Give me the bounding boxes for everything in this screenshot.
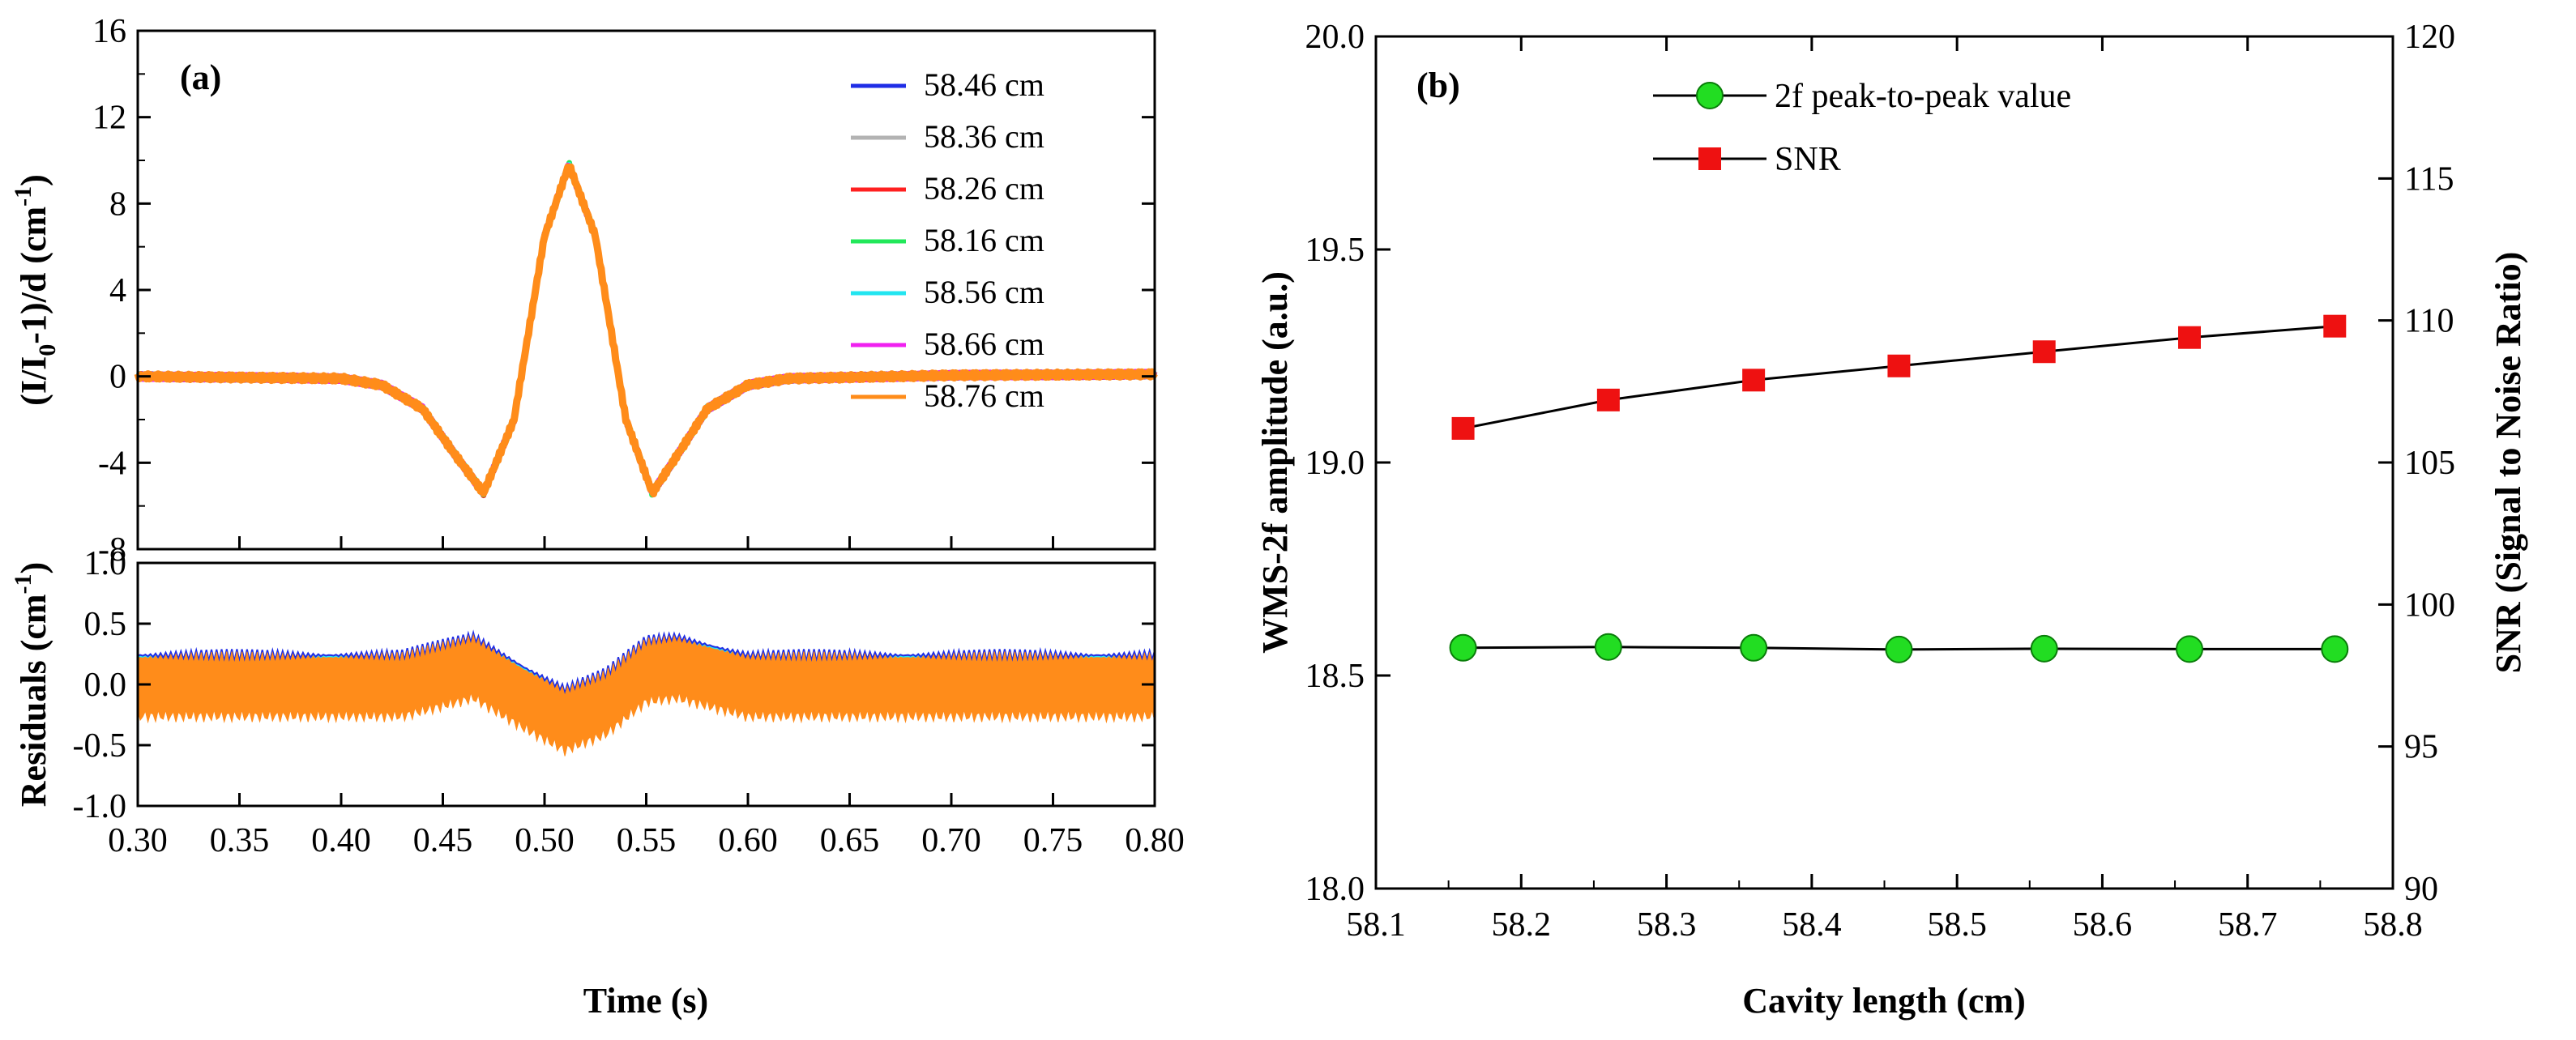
panel-a-label: (a) bbox=[180, 58, 221, 97]
panel-b: 58.1 58.2 58.3 58.4 58.5 58.6 58.7 58.8 18.018.… bbox=[1255, 19, 2528, 1021]
panel-b-yticks: 18.0 18.5 19.0 19.5 20.0 bbox=[1305, 19, 1391, 908]
ytick-label: 19.5 bbox=[1305, 232, 1365, 269]
xtick-label: 58.1 bbox=[1346, 906, 1406, 944]
marker-square bbox=[2178, 326, 2201, 349]
panel-b-y2ticks: 90 95 100 105 110 115 120 bbox=[2378, 19, 2455, 908]
panel-a-lower: -1.0-0.50.00.51.0 0.30 0.35 0.40 0.45 0.50 0.… bbox=[10, 536, 1185, 1021]
marker-square bbox=[2032, 340, 2056, 364]
marker-circle bbox=[2176, 635, 2203, 663]
ytick-label: 16 bbox=[92, 13, 126, 50]
legend-label: 58.56 cm bbox=[924, 274, 1044, 310]
ytick-label: 1.0 bbox=[84, 545, 127, 582]
xtick-label: 0.65 bbox=[820, 822, 880, 859]
xtick-label: 0.70 bbox=[921, 822, 981, 859]
legend-marker-circle bbox=[1696, 82, 1724, 109]
curve-5876 bbox=[134, 163, 1158, 498]
ytick-label: 0 bbox=[109, 359, 126, 396]
ytick-label: -4 bbox=[98, 445, 126, 482]
ytick-label: 20.0 bbox=[1305, 19, 1365, 56]
xtick-label: 0.45 bbox=[413, 822, 473, 859]
xtick-label: 0.40 bbox=[311, 822, 371, 859]
panel-a-curves bbox=[134, 160, 1158, 499]
panel-b-xlabel: Cavity length (cm) bbox=[1742, 981, 2026, 1021]
ytick-label: -1.0 bbox=[73, 788, 127, 825]
xtick-label: 58.3 bbox=[1637, 906, 1697, 944]
legend-label: SNR bbox=[1775, 141, 1841, 178]
ytick-label: 18.0 bbox=[1305, 871, 1365, 908]
ytick-label: 12 bbox=[92, 100, 126, 137]
legend-label: 58.66 cm bbox=[924, 326, 1044, 362]
panel-b-label: (b) bbox=[1416, 66, 1460, 105]
xtick-label: 0.80 bbox=[1125, 822, 1185, 859]
y2tick-label: 100 bbox=[2404, 586, 2455, 624]
panel-a-lower-ylabel: Residuals (cm-1) bbox=[10, 562, 53, 807]
y2tick-label: 110 bbox=[2404, 303, 2454, 340]
panel-a-lower-yticks: -1.0 -0.5 0.0 0.5 1.0 bbox=[73, 545, 1155, 825]
panel-b-y2label: SNR (Signal to Noise Ratio) bbox=[2488, 252, 2528, 674]
panel-a-xticks: 0.30 0.35 0.40 0.45 0.50 0.55 0.60 0.65 0.70 0.75… bbox=[108, 536, 1185, 859]
marker-circle bbox=[1594, 633, 1622, 661]
panel-a-xlabel: Time (s) bbox=[583, 981, 708, 1021]
marker-circle bbox=[1449, 633, 1477, 662]
marker-circle bbox=[1740, 633, 1768, 662]
ytick-label: -8 bbox=[98, 531, 126, 569]
panel-b-ylabel: WMS-2f amplitude (a.u.) bbox=[1255, 271, 1295, 654]
panel-a-residual-band bbox=[137, 629, 1156, 757]
ytick-label: 4 bbox=[109, 272, 126, 309]
xtick-label: 0.50 bbox=[515, 822, 575, 859]
xtick-label: 58.8 bbox=[2363, 906, 2423, 944]
marker-square bbox=[1596, 388, 1620, 411]
marker-square bbox=[2323, 314, 2347, 338]
xtick-label: 58.5 bbox=[1927, 906, 1987, 944]
y2tick-label: 90 bbox=[2404, 871, 2438, 908]
y2tick-label: 105 bbox=[2404, 445, 2455, 482]
ytick-label: 18.5 bbox=[1305, 658, 1365, 695]
legend-marker-square bbox=[1698, 147, 1721, 170]
xtick-label: 58.6 bbox=[2073, 906, 2133, 944]
legend-label: 58.16 cm bbox=[924, 222, 1044, 258]
panel-b-legend: 2f peak-to-peak value SNR bbox=[1653, 78, 2071, 178]
panel-a-upper-ylabel: (I/I0-1)/d (cm-1) bbox=[10, 174, 61, 406]
panel-a-upper: -8 -4 0 4 8 12 16 (a) 58.46 cm 58.36 cm 58.26 cm… bbox=[10, 13, 1158, 569]
legend-label: 58.76 cm bbox=[924, 377, 1044, 414]
y2tick-label: 120 bbox=[2404, 19, 2455, 56]
xtick-label: 0.35 bbox=[210, 822, 270, 859]
xtick-label: 0.60 bbox=[718, 822, 778, 859]
y2tick-label: 95 bbox=[2404, 729, 2438, 766]
xtick-label: 0.75 bbox=[1023, 822, 1083, 859]
xtick-label: 0.55 bbox=[617, 822, 677, 859]
ytick-label: 8 bbox=[109, 185, 126, 223]
legend-label: 2f peak-to-peak value bbox=[1775, 78, 2071, 115]
residual-fill bbox=[137, 633, 1156, 757]
ytick-label: 19.0 bbox=[1305, 445, 1365, 482]
marker-circle bbox=[2030, 634, 2058, 663]
ytick-label: 0.0 bbox=[84, 667, 127, 704]
marker-square bbox=[1742, 369, 1766, 392]
panel-b-series bbox=[1449, 314, 2349, 663]
panel-b-frame bbox=[1374, 35, 2394, 890]
marker-circle bbox=[2321, 635, 2349, 663]
marker-square bbox=[1887, 354, 1911, 377]
panel-b-xticks: 58.1 58.2 58.3 58.4 58.5 58.6 58.7 58.8 bbox=[1346, 36, 2423, 944]
legend-label: 58.26 cm bbox=[924, 170, 1044, 207]
y2tick-label: 115 bbox=[2404, 160, 2454, 198]
ytick-label: -0.5 bbox=[73, 727, 127, 765]
xtick-label: 58.4 bbox=[1782, 906, 1842, 944]
legend-label: 58.36 cm bbox=[924, 118, 1044, 155]
panel-a-upper-yticks: -8 -4 0 4 8 12 16 bbox=[92, 13, 1155, 569]
xtick-label: 58.2 bbox=[1492, 906, 1552, 944]
marker-square bbox=[1451, 416, 1475, 440]
series-line-square bbox=[1463, 325, 2335, 430]
xtick-label: 0.30 bbox=[108, 822, 168, 859]
marker-circle bbox=[1885, 635, 1913, 663]
ytick-label: 0.5 bbox=[84, 606, 127, 643]
panel-a-legend: 58.46 cm 58.36 cm 58.26 cm 58.16 cm 58.56 cm… bbox=[851, 66, 1044, 414]
xtick-label: 58.7 bbox=[2218, 906, 2278, 944]
legend-label: 58.46 cm bbox=[924, 66, 1044, 103]
